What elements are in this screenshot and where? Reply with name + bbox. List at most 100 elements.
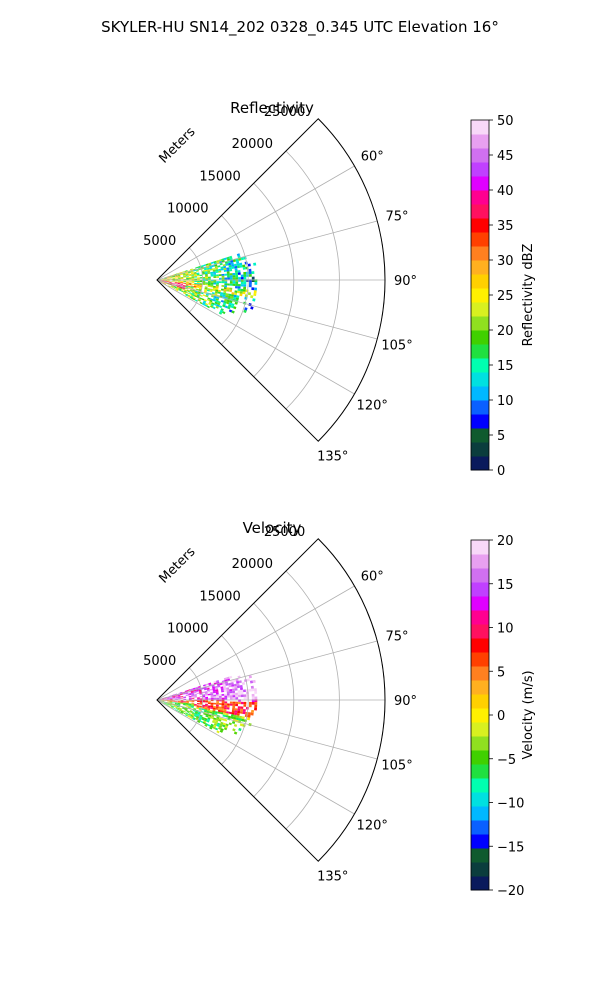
echo-cell (243, 309, 247, 314)
echo-cell (218, 268, 222, 271)
echo-cell (193, 690, 197, 693)
echo-cell (238, 701, 241, 705)
echo-cell (216, 730, 220, 734)
echo-cell (236, 263, 240, 266)
echo-cell (248, 268, 252, 272)
echo-cell (165, 704, 169, 706)
azimuth-tick-label: 60° (361, 150, 384, 165)
echo-cell (177, 698, 181, 700)
echo-cell (202, 272, 205, 275)
echo-cell (195, 689, 199, 691)
echo-cell (166, 283, 169, 285)
echo-cell (166, 703, 170, 705)
azimuth-tick-label: 90° (394, 274, 417, 289)
echo-cell (180, 282, 184, 284)
echo-cell (215, 305, 219, 309)
range-tick-label: 20000 (232, 557, 273, 572)
echo-cell (210, 707, 214, 710)
echo-cell (190, 706, 194, 709)
echo-cell (253, 292, 257, 297)
echo-cell (183, 701, 187, 703)
echo-cell (176, 706, 180, 708)
colorbar-band (471, 638, 489, 653)
echo-cell (237, 283, 241, 287)
echo-cell (234, 292, 238, 296)
echo-cell (166, 697, 170, 698)
echo-cell (180, 703, 184, 705)
echo-cell (223, 257, 227, 261)
echo-cell (247, 712, 252, 716)
colorbar-tick-label: 50 (497, 114, 514, 129)
echo-cell (215, 690, 219, 693)
echo-cell (161, 278, 165, 280)
echo-cell (202, 282, 206, 284)
echo-cell (218, 281, 222, 284)
echo-cell (201, 270, 205, 273)
echo-cell (226, 269, 230, 272)
echo-cell (236, 260, 240, 264)
echo-cell (254, 707, 258, 711)
echo-cell (227, 283, 230, 286)
echo-cell (254, 704, 258, 708)
echo-cell (183, 292, 186, 295)
echo-cell (243, 694, 247, 697)
echo-cell (209, 725, 214, 728)
echo-cell (201, 708, 205, 711)
colorbar-tick-label: 40 (497, 184, 514, 199)
echo-cell (197, 277, 200, 279)
echo-cell (164, 697, 167, 699)
echo-cell (177, 275, 181, 277)
echo-cell (221, 704, 225, 708)
echo-cell (209, 290, 213, 293)
echo-cell (223, 707, 227, 710)
echo-cell (193, 271, 197, 274)
echo-cell (180, 281, 184, 283)
echo-cell (218, 695, 222, 698)
echo-cell (188, 282, 192, 284)
echo-cell (175, 282, 178, 284)
echo-cell (192, 290, 196, 292)
echo-cell (192, 297, 196, 300)
echo-cell (185, 293, 189, 296)
echo-cell (183, 282, 187, 284)
echo-cell (215, 679, 220, 683)
echo-cell (223, 300, 227, 304)
echo-cell (199, 702, 203, 704)
echo-cell (229, 268, 233, 272)
echo-cell (216, 276, 219, 278)
echo-cell (197, 265, 201, 268)
echo-cell (249, 680, 254, 684)
echo-cell (205, 282, 209, 284)
echo-cell (238, 694, 241, 698)
colorbar-band (471, 120, 489, 135)
colorbar-band (471, 540, 489, 555)
colorbar-band (471, 400, 489, 415)
echo-cell (166, 701, 170, 703)
echo-cell (171, 694, 175, 696)
echo-cell (229, 281, 233, 284)
echo-cell (183, 276, 187, 278)
echo-cell (170, 706, 174, 709)
echo-cell (206, 709, 210, 712)
echo-cell (210, 285, 214, 288)
echo-cell (195, 266, 199, 269)
echo-cell (192, 710, 196, 712)
echo-cell (226, 289, 230, 292)
echo-cell (177, 703, 181, 705)
echo-cell (180, 281, 184, 283)
echo-cell (168, 285, 171, 288)
echo-cell (240, 701, 244, 705)
echo-cell (196, 274, 200, 277)
echo-cell (201, 303, 206, 306)
echo-cell (250, 306, 254, 310)
echo-cell (166, 278, 170, 279)
echo-cell (201, 298, 205, 301)
echo-cell (189, 296, 193, 300)
echo-cell (169, 276, 173, 278)
echo-cell (182, 707, 185, 710)
echo-cell (177, 705, 180, 708)
echo-cell (202, 276, 206, 279)
echo-cell (198, 288, 202, 290)
echo-cell (228, 722, 232, 726)
echo-cell (205, 703, 208, 706)
